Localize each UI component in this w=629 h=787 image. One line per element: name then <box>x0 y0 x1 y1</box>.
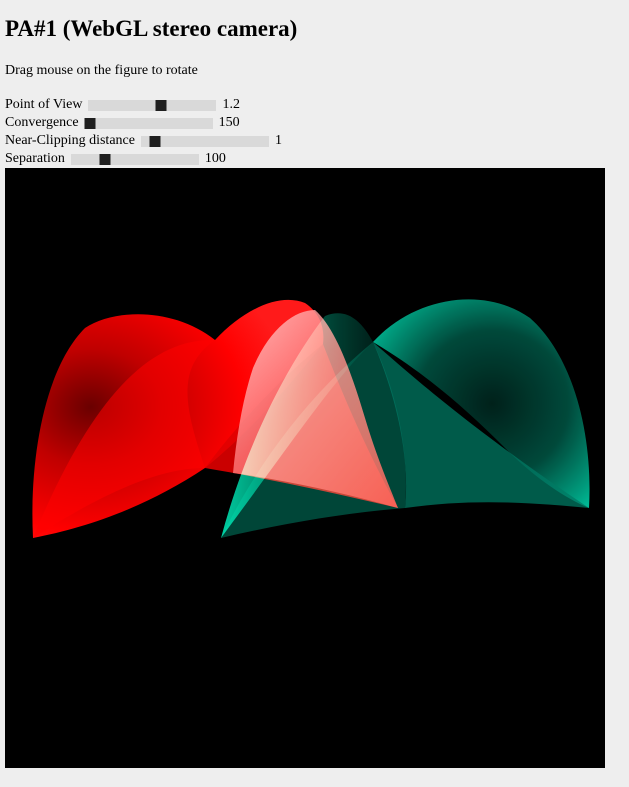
stereo-render <box>32 299 590 538</box>
convergence-slider[interactable] <box>84 117 213 129</box>
red-surface-fold <box>33 339 215 538</box>
separation-label: Separation <box>5 151 65 166</box>
slider-panel: Point of View 1.2 Convergence 150 Near-C… <box>5 96 282 168</box>
left-eye-view <box>32 299 398 538</box>
convergence-label: Convergence <box>5 115 79 130</box>
point-of-view-slider[interactable] <box>88 99 217 111</box>
page-title: PA#1 (WebGL stereo camera) <box>5 16 298 41</box>
point-of-view-slider-thumb[interactable] <box>155 99 167 111</box>
near-clipping-value: 1 <box>274 133 282 148</box>
separation-slider-thumb[interactable] <box>99 153 111 165</box>
instructions-text: Drag mouse on the figure to rotate <box>5 63 198 78</box>
near-clipping-label: Near-Clipping distance <box>5 133 135 148</box>
convergence-control: Convergence 150 <box>5 114 282 132</box>
near-clipping-slider-thumb[interactable] <box>149 135 161 147</box>
convergence-slider-thumb[interactable] <box>84 117 96 129</box>
point-of-view-label: Point of View <box>5 97 83 112</box>
separation-slider[interactable] <box>70 153 199 165</box>
separation-control: Separation 100 <box>5 150 282 168</box>
near-clipping-slider[interactable] <box>140 135 269 147</box>
near-clipping-control: Near-Clipping distance 1 <box>5 132 282 150</box>
convergence-value: 150 <box>218 115 240 130</box>
teal-surface-back <box>373 299 590 508</box>
red-surface-front <box>233 310 398 508</box>
webgl-canvas[interactable] <box>5 168 605 768</box>
teal-surface-front <box>373 342 589 508</box>
separation-value: 100 <box>204 151 226 166</box>
point-of-view-control: Point of View 1.2 <box>5 96 282 114</box>
point-of-view-value: 1.2 <box>222 97 240 112</box>
